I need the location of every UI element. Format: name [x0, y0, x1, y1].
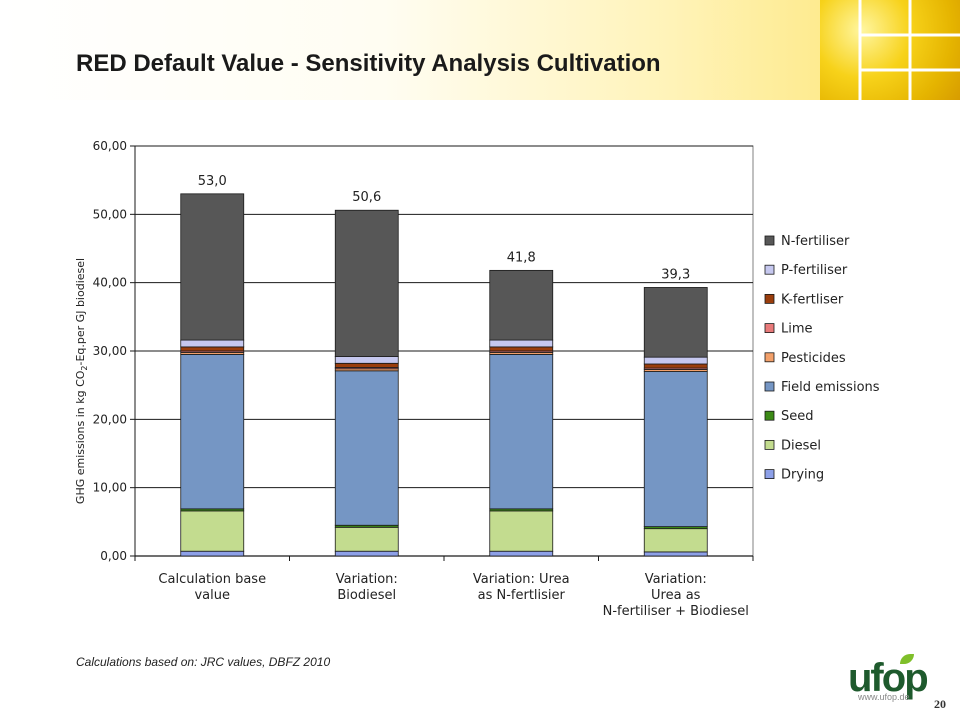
flower-image — [820, 0, 960, 100]
x-category-label: Calculation base — [158, 572, 266, 587]
bar-total-label: 41,8 — [507, 250, 536, 265]
bar-segment-diesel — [643, 528, 708, 553]
x-category-label: N-fertiliser + Biodiesel — [603, 604, 749, 619]
logo-wordmark: ufop — [848, 656, 929, 700]
header-band — [0, 0, 960, 100]
bar-segment-diesel — [180, 510, 245, 552]
bar-segment-drying — [180, 550, 245, 557]
corner-grid — [858, 0, 960, 100]
legend-swatch — [764, 293, 775, 304]
legend-label: N-fertiliser — [781, 234, 850, 249]
bar-segment-n-fertiliser — [643, 287, 708, 358]
stacked-bar-chart: 0,00 10,00 20,00 30,00 40,00 50,00 60,00 GHG em… — [74, 139, 880, 619]
bar-segment-field-emissions — [489, 354, 554, 510]
legend-label: Field emissions — [781, 380, 880, 395]
y-tick-label: 30,00 — [93, 344, 127, 358]
x-category-label: Variation: Urea — [473, 572, 570, 587]
y-axis-label: GHG emissions in kg CO2-Eq.per GJ biodie… — [74, 258, 89, 504]
y-tick-label: 20,00 — [93, 412, 127, 426]
legend-label: K-fertliser — [781, 292, 844, 307]
legend-swatch — [764, 235, 775, 246]
legend-swatch — [764, 352, 775, 363]
bar-segment-k-fertliser — [334, 362, 399, 368]
x-category-label: Variation: — [645, 572, 707, 587]
y-tick-label: 40,00 — [93, 276, 127, 290]
bar-segment-n-fertiliser — [180, 193, 245, 341]
bar-segment-field-emissions — [643, 371, 708, 528]
bar-segment-diesel — [334, 526, 399, 552]
bar-total-label: 39,3 — [661, 267, 690, 282]
bar-segment-drying — [643, 551, 708, 557]
bar-segment-drying — [334, 550, 399, 557]
legend-label: Drying — [781, 468, 824, 483]
legend-swatch — [764, 264, 775, 275]
bar-segment-n-fertiliser — [489, 269, 554, 341]
legend-label: Diesel — [781, 438, 821, 453]
legend-swatch — [764, 439, 775, 450]
bar-segment-n-fertiliser — [334, 209, 399, 357]
legend-swatch — [764, 410, 775, 421]
leaf-icon — [900, 654, 914, 664]
bar-segment-k-fertliser — [643, 363, 708, 369]
website-url: www.ufop.de — [858, 692, 910, 702]
x-category-label: Variation: — [336, 572, 398, 587]
page-title: RED Default Value - Sensitivity Analysis… — [76, 50, 661, 77]
y-tick-label: 0,00 — [100, 549, 127, 563]
bar-segment-p-fertiliser — [643, 356, 708, 365]
bar-segment-field-emissions — [334, 370, 399, 526]
bar-segment-p-fertiliser — [489, 339, 554, 348]
bar-segment-k-fertliser — [489, 346, 554, 352]
x-category-label: Biodiesel — [337, 588, 396, 603]
legend-label: Pesticides — [781, 351, 846, 366]
legend-label: P-fertiliser — [781, 263, 848, 278]
bar-segment-p-fertiliser — [180, 339, 245, 348]
bar-segment-diesel — [489, 510, 554, 552]
y-tick-label: 10,00 — [93, 481, 127, 495]
legend-label: Lime — [781, 322, 813, 337]
bar-total-label: 50,6 — [352, 190, 381, 205]
bar-segment-p-fertiliser — [334, 356, 399, 364]
bar-total-label: 53,0 — [198, 174, 227, 189]
bar-segment-k-fertliser — [180, 346, 245, 352]
y-tick-label: 60,00 — [93, 139, 127, 153]
y-tick-label: 50,00 — [93, 207, 127, 221]
bar-segment-field-emissions — [180, 354, 245, 510]
legend-swatch — [764, 323, 775, 334]
footnote: Calculations based on: JRC values, DBFZ … — [76, 655, 331, 669]
bar-segment-drying — [489, 550, 554, 557]
x-category-label: Urea as — [651, 588, 701, 603]
ufop-logo: ufop — [848, 654, 944, 700]
x-category-label: as N-fertlisier — [478, 588, 566, 603]
legend-swatch — [764, 469, 775, 480]
legend-label: Seed — [781, 409, 814, 424]
page-number: 20 — [934, 697, 946, 711]
x-category-label: value — [194, 588, 230, 603]
legend-swatch — [764, 381, 775, 392]
